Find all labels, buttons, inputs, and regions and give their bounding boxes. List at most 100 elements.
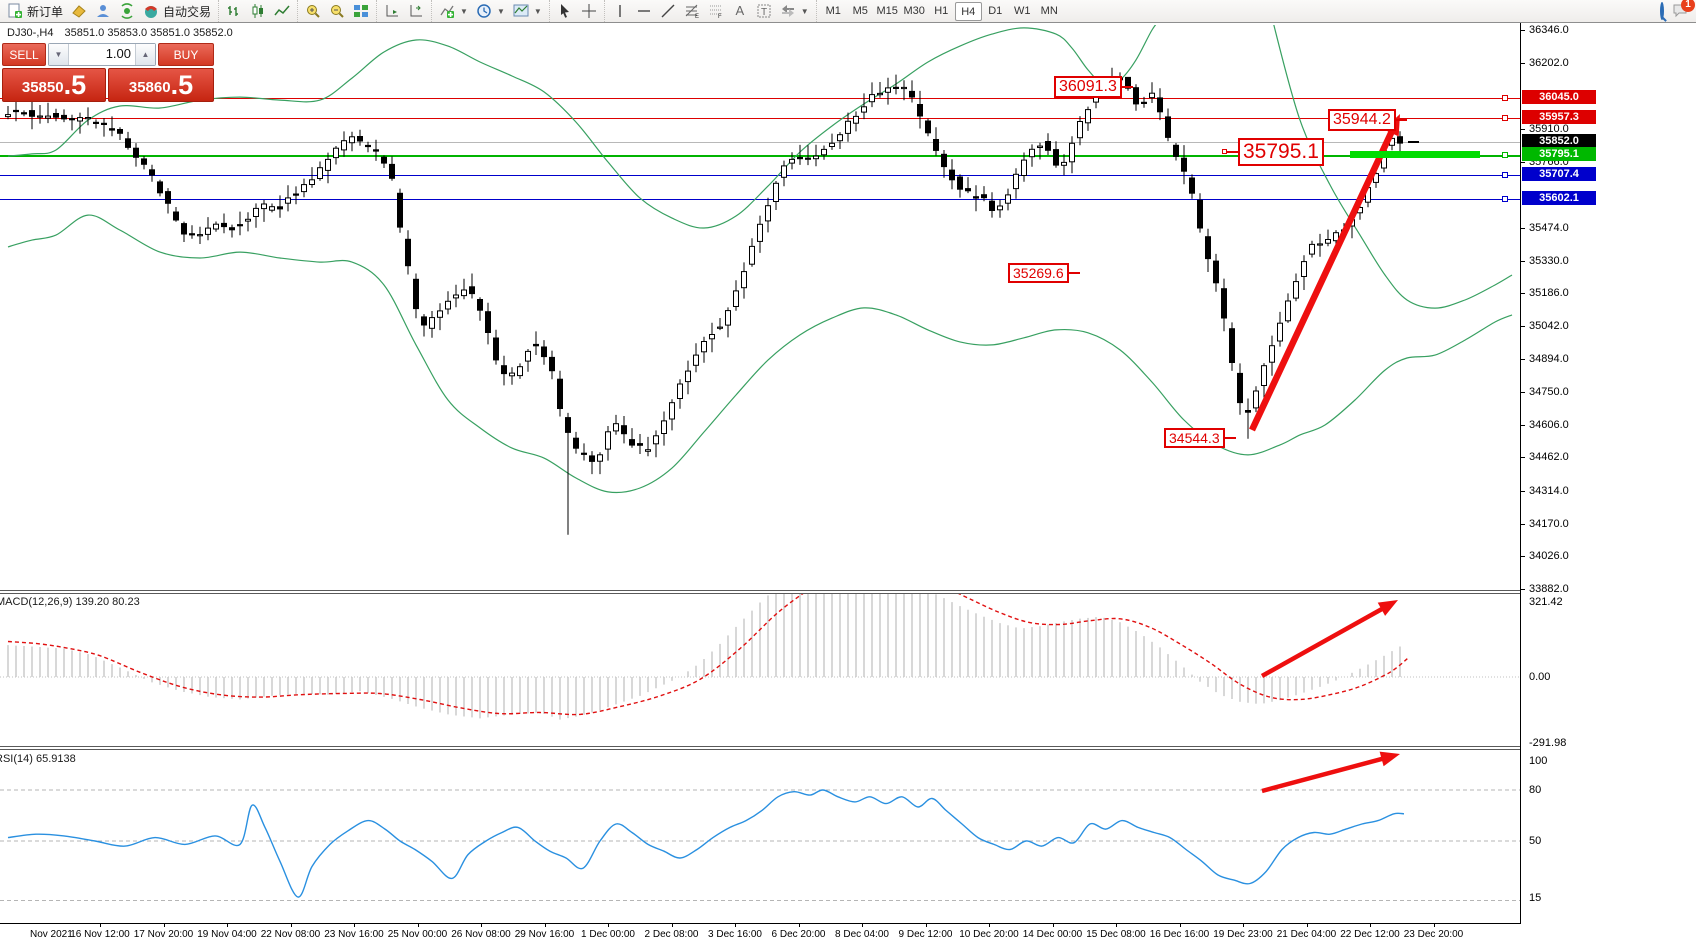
time-tick-label: 26 Nov 08:00 — [451, 929, 511, 940]
price-tick-mark — [1520, 326, 1525, 327]
time-tick-label: 15 Dec 08:00 — [1086, 929, 1146, 940]
toolbar: 新订单 自动交易 ▼ ▼ ▼ — [0, 0, 1696, 23]
fibonacci-button[interactable]: E — [680, 1, 704, 21]
time-tick-mark — [1243, 923, 1244, 927]
zoom-in-button[interactable] — [301, 1, 325, 21]
time-tick-mark — [1306, 923, 1308, 927]
timeframe-group: M1 M5 M15 M30 H1 H4 D1 W1 MN — [815, 0, 1066, 22]
line-handle-icon[interactable] — [1502, 196, 1508, 202]
price-tick-mark — [1520, 589, 1525, 590]
auto-scroll-button[interactable] — [380, 1, 404, 21]
volume-down-button[interactable]: ▼ — [49, 44, 69, 65]
timeframe-M1[interactable]: M1 — [825, 4, 841, 17]
grid-button[interactable]: F — [704, 1, 728, 21]
macd-pane[interactable] — [0, 594, 1520, 746]
line-handle-icon[interactable] — [1502, 172, 1508, 178]
sell-button[interactable]: SELL — [2, 43, 46, 66]
price-level-line-35957.3[interactable] — [0, 118, 1520, 119]
annotation-connector — [1122, 86, 1133, 88]
fibonacci-icon: E — [684, 3, 700, 19]
price-level-line-35707.4[interactable] — [0, 175, 1520, 176]
price-annotation-34544.3[interactable]: 34544.3 — [1164, 428, 1225, 449]
price-tick-mark — [1520, 228, 1525, 229]
price-tick-label: 36346.0 — [1529, 24, 1569, 36]
tile-windows-button[interactable] — [349, 1, 373, 21]
signal-icon — [119, 3, 135, 19]
timeframe-M5[interactable]: M5 — [852, 4, 868, 17]
price-tick-label: 34462.0 — [1529, 451, 1569, 463]
chart-shift-button[interactable] — [404, 1, 428, 21]
annotation-connector — [1396, 119, 1407, 121]
macd-tick-label: 0.00 — [1529, 671, 1551, 683]
trendline-button[interactable] — [656, 1, 680, 21]
caret-down-icon: ▼ — [460, 6, 468, 16]
time-tick-label: 14 Dec 00:00 — [1022, 929, 1083, 940]
indicators-button[interactable]: ▼ — [435, 1, 472, 21]
buy-price-display[interactable]: 35860.5 — [108, 68, 214, 102]
timeframe-D1[interactable]: D1 — [988, 4, 1003, 17]
chart-shift-icon — [408, 3, 424, 19]
volume-input[interactable]: 1.00 — [105, 46, 131, 61]
timeframe-W1[interactable]: W1 — [1013, 4, 1031, 17]
crosshair-button[interactable] — [577, 1, 601, 21]
price-annotation-35795.1[interactable]: 35795.1 — [1238, 138, 1324, 167]
time-tick-mark — [1116, 923, 1117, 927]
horizontal-line-button[interactable] — [632, 1, 656, 21]
svg-text:T: T — [761, 7, 767, 18]
timeframe-H4[interactable]: H4 — [954, 1, 982, 21]
line-handle-icon[interactable] — [1502, 95, 1508, 101]
pane-separator[interactable] — [0, 746, 1520, 750]
clock-icon — [476, 3, 492, 19]
periods-button[interactable]: ▼ — [472, 1, 509, 21]
sell-price-display[interactable]: 35850.5 — [2, 68, 106, 102]
timeframe-M30[interactable]: M30 — [903, 4, 925, 17]
caret-down-icon: ▼ — [800, 6, 809, 16]
text-label-button[interactable]: T — [752, 1, 776, 21]
macd-tick-label: -291.98 — [1529, 737, 1567, 749]
buy-button[interactable]: BUY — [158, 43, 214, 66]
timeframe-M15[interactable]: M15 — [876, 4, 898, 17]
price-badge-35957.3: 35957.3 — [1522, 110, 1596, 124]
time-axis-border — [0, 923, 1520, 924]
vertical-line-button[interactable] — [608, 1, 632, 21]
cursor-button[interactable] — [553, 1, 577, 21]
price-level-line-35852[interactable] — [0, 142, 1520, 143]
line-handle-icon[interactable] — [1502, 152, 1508, 158]
pane-separator[interactable] — [0, 590, 1520, 594]
timeframe-H1[interactable]: H1 — [934, 4, 949, 17]
volume-up-button[interactable]: ▲ — [135, 44, 155, 65]
price-annotation-35944.2[interactable]: 35944.2 — [1328, 109, 1396, 132]
text-button[interactable]: A — [728, 1, 752, 21]
search-button[interactable] — [1660, 2, 1664, 20]
grid-icon: F — [708, 3, 724, 19]
auto-trading-button[interactable]: 自动交易 — [139, 1, 215, 21]
price-level-line-35795.1[interactable] — [0, 155, 1520, 157]
notifications-button[interactable]: 1 — [1672, 0, 1695, 21]
price-annotation-36091.3[interactable]: 36091.3 — [1054, 76, 1122, 99]
market-watch-button[interactable] — [91, 1, 115, 21]
price-annotation-35269.6[interactable]: 35269.6 — [1008, 263, 1069, 284]
annotation-connector — [1069, 272, 1080, 274]
new-order-button[interactable]: 新订单 — [3, 1, 67, 21]
time-tick-label: 29 Nov 16:00 — [514, 929, 575, 940]
price-badge-35602.1: 35602.1 — [1522, 191, 1596, 205]
price-tick-label: 34314.0 — [1529, 485, 1569, 497]
main-chart-pane[interactable] — [0, 25, 1520, 590]
history-button[interactable] — [67, 1, 91, 21]
timeframe-MN[interactable]: MN — [1040, 4, 1058, 17]
line-handle-icon[interactable] — [1502, 115, 1508, 121]
templates-button[interactable]: ▼ — [509, 1, 546, 21]
price-level-line-36045[interactable] — [0, 98, 1520, 99]
zoom-out-button[interactable] — [325, 1, 349, 21]
bar-chart-button[interactable] — [222, 1, 246, 21]
line-chart-button[interactable] — [270, 1, 294, 21]
signals-button[interactable] — [115, 1, 139, 21]
candlestick-button[interactable] — [246, 1, 270, 21]
auto-trading-label: 自动交易 — [163, 4, 212, 19]
rsi-pane[interactable] — [0, 750, 1520, 923]
shapes-button[interactable]: ▼ — [776, 1, 813, 21]
sell-price-main: 35850 — [21, 79, 64, 96]
price-level-line-35602.1[interactable] — [0, 199, 1520, 200]
support-zone-segment[interactable] — [1350, 151, 1480, 158]
